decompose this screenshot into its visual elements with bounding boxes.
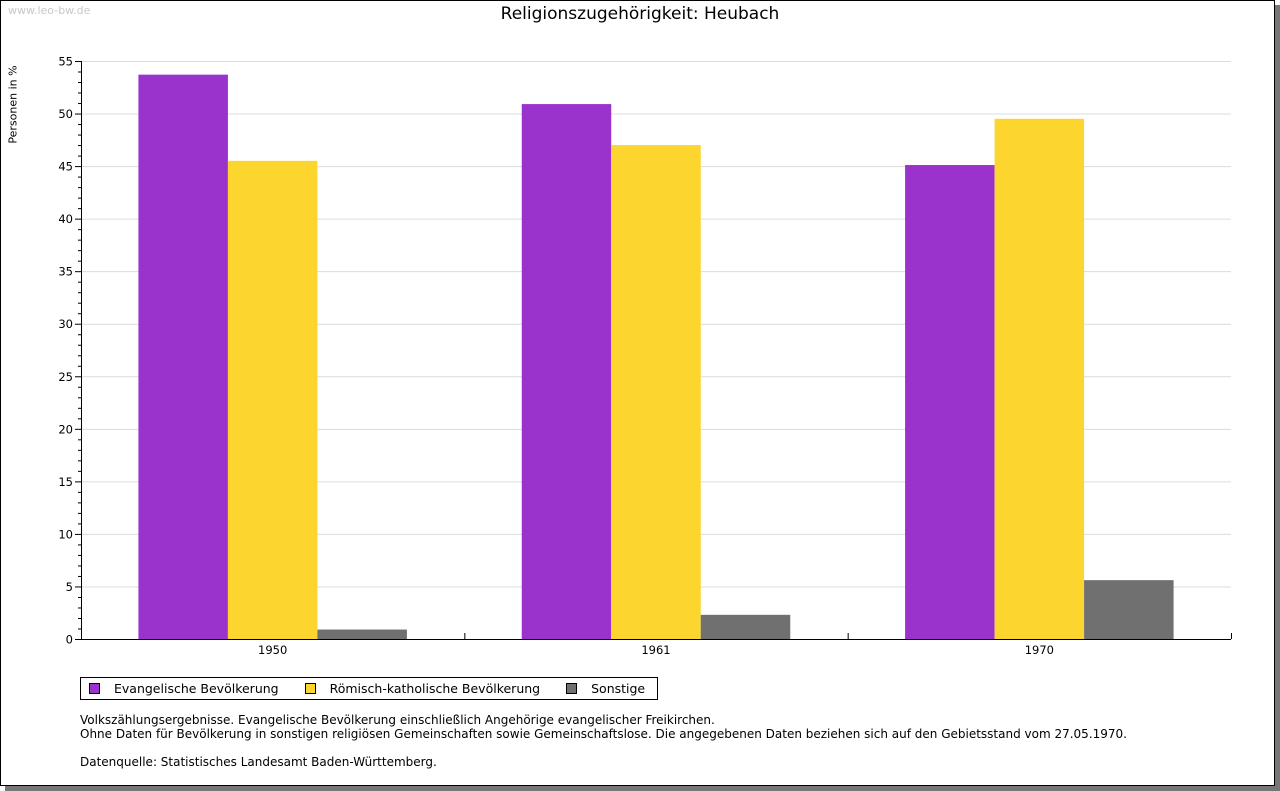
note-line: Ohne Daten für Bevölkerung in sonstigen …	[80, 727, 1127, 741]
y-tick-label: 25	[58, 370, 73, 384]
legend-item: Römisch-katholische Bevölkerung	[304, 681, 541, 696]
legend-label: Römisch-katholische Bevölkerung	[329, 681, 541, 696]
legend-swatch	[89, 683, 100, 694]
bar-1961-2	[611, 145, 701, 639]
legend-label: Evangelische Bevölkerung	[114, 681, 279, 696]
y-tick-label: 30	[58, 317, 73, 331]
legend-swatch	[566, 683, 578, 694]
footnotes: Volkszählungsergebnisse. Evangelische Be…	[80, 713, 1127, 769]
bar-1950-1	[138, 74, 228, 640]
plot-area: 0 5 10 15 20 25 30 35 40 45 50 55 1950 1961 1970	[58, 55, 1232, 657]
bar-1961-1	[521, 104, 612, 639]
bar-1970-2	[994, 118, 1085, 640]
y-tick-label: 15	[58, 475, 73, 489]
bar-1970-3	[1084, 580, 1174, 639]
source-line: Datenquelle: Statistisches Landesamt Bad…	[80, 755, 437, 769]
bar-1950-2	[227, 160, 318, 639]
y-tick-label: 0	[66, 633, 73, 647]
y-tick-label: 5	[66, 580, 73, 594]
legend: Evangelische Bevölkerung Römisch-katholi…	[80, 677, 659, 700]
legend-label: Sonstige	[591, 681, 646, 696]
y-tick-label: 10	[58, 527, 73, 541]
y-tick-label: 55	[58, 55, 73, 69]
y-tick-label: 20	[58, 422, 73, 436]
y-tick-label: 40	[58, 212, 73, 226]
legend-item: Evangelische Bevölkerung	[89, 681, 279, 696]
site-watermark: www.leo-bw.de	[8, 4, 91, 17]
chart-title: Religionszugehörigkeit: Heubach	[500, 4, 780, 24]
y-tick-label: 50	[58, 107, 73, 121]
bar-1961-3	[700, 614, 791, 639]
y-tick-label: 45	[58, 160, 73, 174]
legend-swatch	[304, 683, 316, 694]
x-tick-label: 1970	[1025, 643, 1054, 657]
y-tick-label: 35	[58, 265, 73, 279]
bar-1950-3	[317, 629, 407, 639]
note-line: Volkszählungsergebnisse. Evangelische Be…	[80, 713, 715, 727]
bar-1970-1	[905, 165, 995, 640]
legend-item: Sonstige	[566, 681, 645, 696]
x-tick-label: 1961	[641, 643, 670, 657]
x-tick-label: 1950	[258, 643, 287, 657]
